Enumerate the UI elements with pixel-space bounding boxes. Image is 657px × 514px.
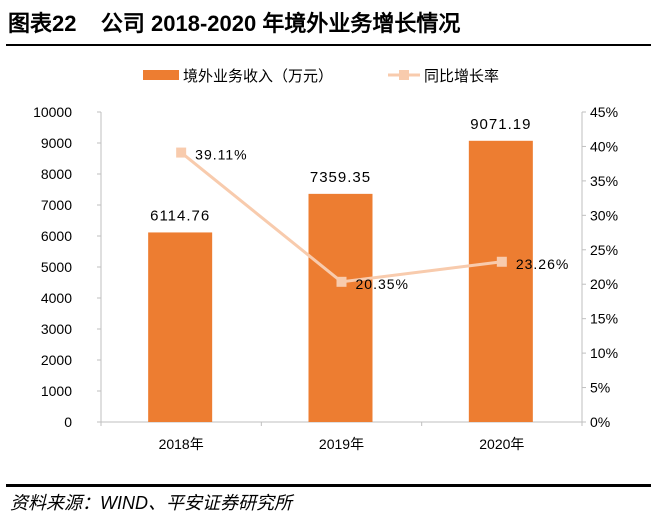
right-tick-label: 35% (590, 173, 618, 189)
x-tick-label: 2020年 (479, 436, 524, 452)
left-tick-label: 3000 (41, 321, 72, 337)
legend-bar-label: 境外业务收入（万元） (183, 67, 333, 85)
bar-data-label: 6114.76 (150, 207, 210, 224)
bar-2020年 (468, 140, 533, 423)
figure-title: 图表22 公司 2018-2020 年境外业务增长情况 (8, 11, 461, 36)
line-data-label: 20.35% (356, 276, 409, 292)
x-tick-label: 2018年 (159, 436, 204, 452)
footer-divider (6, 484, 651, 487)
x-tick-label: 2019年 (319, 436, 364, 452)
left-tick-label: 10000 (33, 104, 72, 120)
left-tick-label: 4000 (41, 290, 72, 306)
left-tick-label: 6000 (41, 228, 72, 244)
left-tick-label: 0 (64, 414, 72, 430)
left-tick-label: 2000 (41, 352, 72, 368)
right-tick-label: 30% (590, 207, 618, 223)
right-tick-label: 5% (590, 380, 610, 396)
growth-marker (336, 276, 347, 287)
left-tick-label: 7000 (41, 197, 72, 213)
line-data-label: 39.11% (195, 147, 247, 163)
bar-2019年 (308, 193, 373, 422)
line-data-label: 23.26% (516, 256, 569, 272)
left-tick-label: 5000 (41, 259, 72, 275)
left-tick-label: 8000 (41, 166, 72, 182)
legend-line-label: 同比增长率 (424, 68, 499, 85)
bar-data-label: 7359.35 (310, 169, 371, 186)
right-tick-label: 25% (590, 242, 618, 258)
right-tick-label: 40% (590, 138, 618, 154)
source-note: 资料来源：WIND、平安证券研究所 (10, 493, 292, 513)
left-tick-label: 9000 (41, 135, 72, 151)
growth-marker (176, 147, 187, 158)
growth-marker (496, 256, 507, 267)
bar-2018年 (148, 232, 213, 422)
legend-bar-swatch (143, 70, 179, 80)
right-tick-label: 20% (590, 276, 618, 292)
title-divider (6, 44, 651, 46)
right-tick-label: 45% (590, 104, 618, 120)
bar-data-label: 9071.19 (470, 116, 531, 133)
legend-line-marker (399, 70, 409, 80)
right-tick-label: 10% (590, 345, 618, 361)
right-tick-label: 15% (590, 311, 618, 327)
left-tick-label: 1000 (41, 383, 72, 399)
right-tick-label: 0% (590, 414, 610, 430)
chart: 0 1000 2000 3000 4000 5000 6000 7000 8000 9000 100… (33, 67, 618, 452)
